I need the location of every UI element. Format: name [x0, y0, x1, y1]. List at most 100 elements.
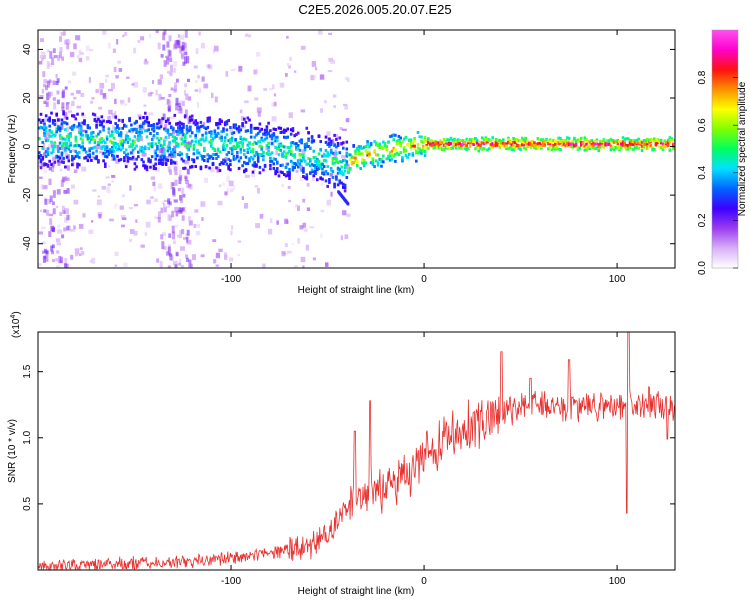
spectrogram-ridge-cell — [111, 130, 114, 134]
spectrogram-ridge-cell — [423, 136, 427, 139]
spectrogram-ridge-cell — [293, 166, 296, 169]
spectrogram-ridge-cell — [307, 131, 310, 135]
spectrogram-ridge-cell — [387, 157, 390, 161]
spectrogram-ridge-cell — [411, 152, 415, 155]
spectrogram-ridge-cell — [201, 157, 204, 161]
spectrogram-speckle — [45, 209, 48, 213]
spectrogram-ridge-cell — [241, 124, 244, 128]
spectrogram-ridge-cell — [284, 155, 288, 159]
spectrogram-ridge-cell — [225, 144, 229, 147]
spectrogram-ridge-cell — [375, 153, 378, 157]
spectrogram-ridge-cell — [50, 134, 53, 138]
spectrogram-ridge-cell — [401, 140, 404, 144]
spectrogram-ridge-cell — [253, 140, 256, 144]
spectrogram-ridge-cell — [256, 157, 260, 161]
spectrogram-ridge-cell — [310, 170, 314, 173]
spectrogram-ridge-cell — [81, 141, 84, 145]
spectrogram-ridge-cell — [223, 136, 227, 140]
spectrogram-ridge-cell — [277, 143, 281, 147]
spectrogram-ridge-cell — [404, 149, 408, 152]
spectrogram-ridge-cell — [255, 133, 258, 137]
spectrogram-ridge-cell — [288, 170, 291, 174]
spectrogram-ridge-cell — [461, 142, 465, 146]
spectrogram-ridge-cell — [180, 129, 184, 133]
spectrogram-ridge-cell — [175, 141, 178, 145]
spectrogram-ridge-cell — [307, 157, 310, 160]
spectrogram-ridge-cell — [283, 128, 286, 132]
spectrogram-ridge-cell — [616, 145, 620, 148]
spectrogram-ridge-cell — [58, 129, 62, 133]
spectrogram-ridge-cell — [166, 145, 170, 149]
spectrogram-noise-streak — [186, 56, 190, 64]
spectrogram-noise-streak — [61, 107, 65, 112]
spectrogram-ridge-cell — [210, 130, 213, 134]
spectrogram-ridge-cell — [277, 153, 281, 157]
spectrogram-speckle — [216, 166, 220, 173]
spectrogram-speckle — [320, 182, 324, 186]
spectrogram-speckle — [152, 181, 156, 187]
spectrogram-ridge-cell — [626, 147, 630, 151]
spectrogram-speckle — [190, 263, 193, 268]
spectrogram-ridge-cell — [515, 144, 519, 148]
spectrogram-ridge-cell — [43, 128, 46, 131]
spectrogram-ridge-cell — [159, 158, 163, 162]
spectrogram-ridge-cell — [359, 146, 362, 150]
spectrogram-ridge-cell — [302, 157, 305, 161]
spectrogram-speckle — [121, 224, 125, 228]
spectrogram-speckle — [225, 71, 229, 77]
spectrogram-speckle — [181, 100, 185, 106]
spectrogram-ridge-cell — [232, 157, 236, 161]
spectrogram-ridge-cell — [262, 158, 265, 162]
spectrogram-ridge-cell — [592, 144, 595, 148]
spectrogram-ridge-cell — [397, 134, 401, 138]
spectrogram-ridge-cell — [140, 146, 144, 150]
spectrogram-ridge-cell — [105, 120, 109, 124]
spectrogram-ridge-cell — [223, 121, 227, 125]
spectrogram-ridge-cell — [175, 129, 178, 133]
spectrogram-ridge-cell — [494, 141, 498, 145]
spectrogram-noise-streak — [162, 32, 166, 41]
spectrogram-speckle — [251, 173, 256, 178]
spectrogram-ridge-cell — [670, 139, 673, 143]
spectrogram-ridge-cell — [453, 140, 456, 144]
spectrogram-ridge-cell — [355, 164, 359, 168]
spectrogram-ridge-cell — [434, 143, 437, 147]
spectrogram-ridge-cell — [53, 141, 57, 145]
spectrogram-speckle — [39, 176, 43, 179]
spectrogram-speckle — [195, 231, 201, 236]
spectrogram-noise-streak — [57, 54, 61, 61]
spectrogram-ridge-cell — [213, 130, 217, 133]
spectrogram-ridge-cell — [55, 113, 58, 117]
spectrogram-speckle — [291, 243, 295, 246]
spectrogram-ridge-cell — [112, 136, 116, 140]
spectrogram-ridge-cell — [460, 143, 463, 147]
spectrogram-ridge-cell — [296, 146, 300, 150]
spectrogram-ridge-cell — [387, 140, 390, 144]
spectrogram-ridge-cell — [57, 150, 60, 154]
spectrogram-ridge-cell — [536, 145, 540, 149]
spectrogram-speckle — [41, 226, 46, 229]
spectrogram-ridge-cell — [342, 159, 345, 162]
spectrogram-speckle — [109, 218, 114, 222]
spectrogram-ridge-cell — [150, 127, 154, 131]
spectrogram-noise-streak — [159, 119, 163, 127]
spectrogram-ridge-cell — [609, 137, 613, 141]
spectrogram-speckle — [64, 39, 67, 45]
spectrogram-ridge-cell — [227, 119, 230, 122]
spectrogram-ridge-cell — [625, 143, 628, 147]
spectrogram-ridge-cell — [673, 143, 675, 147]
spectrogram-ridge-cell — [88, 149, 91, 153]
spectrogram-speckle — [76, 55, 80, 58]
spectrogram-speckle — [98, 213, 102, 219]
spectrogram-ridge-cell — [154, 149, 157, 153]
spectrogram-ridge-cell — [38, 156, 41, 160]
spectrogram-ridge-cell — [375, 143, 378, 147]
spectrogram-ridge-cell — [144, 111, 147, 115]
spectrogram-ridge-cell — [187, 129, 190, 133]
spectrogram-ridge-cell — [305, 142, 309, 146]
spectrogram-ridge-cell — [493, 140, 496, 144]
spectrogram-ridge-cell — [116, 125, 119, 129]
spectrogram-ridge-cell — [126, 136, 130, 140]
spectrogram-ridge-cell — [244, 168, 248, 172]
spectrogram-ridge-cell — [48, 124, 51, 128]
